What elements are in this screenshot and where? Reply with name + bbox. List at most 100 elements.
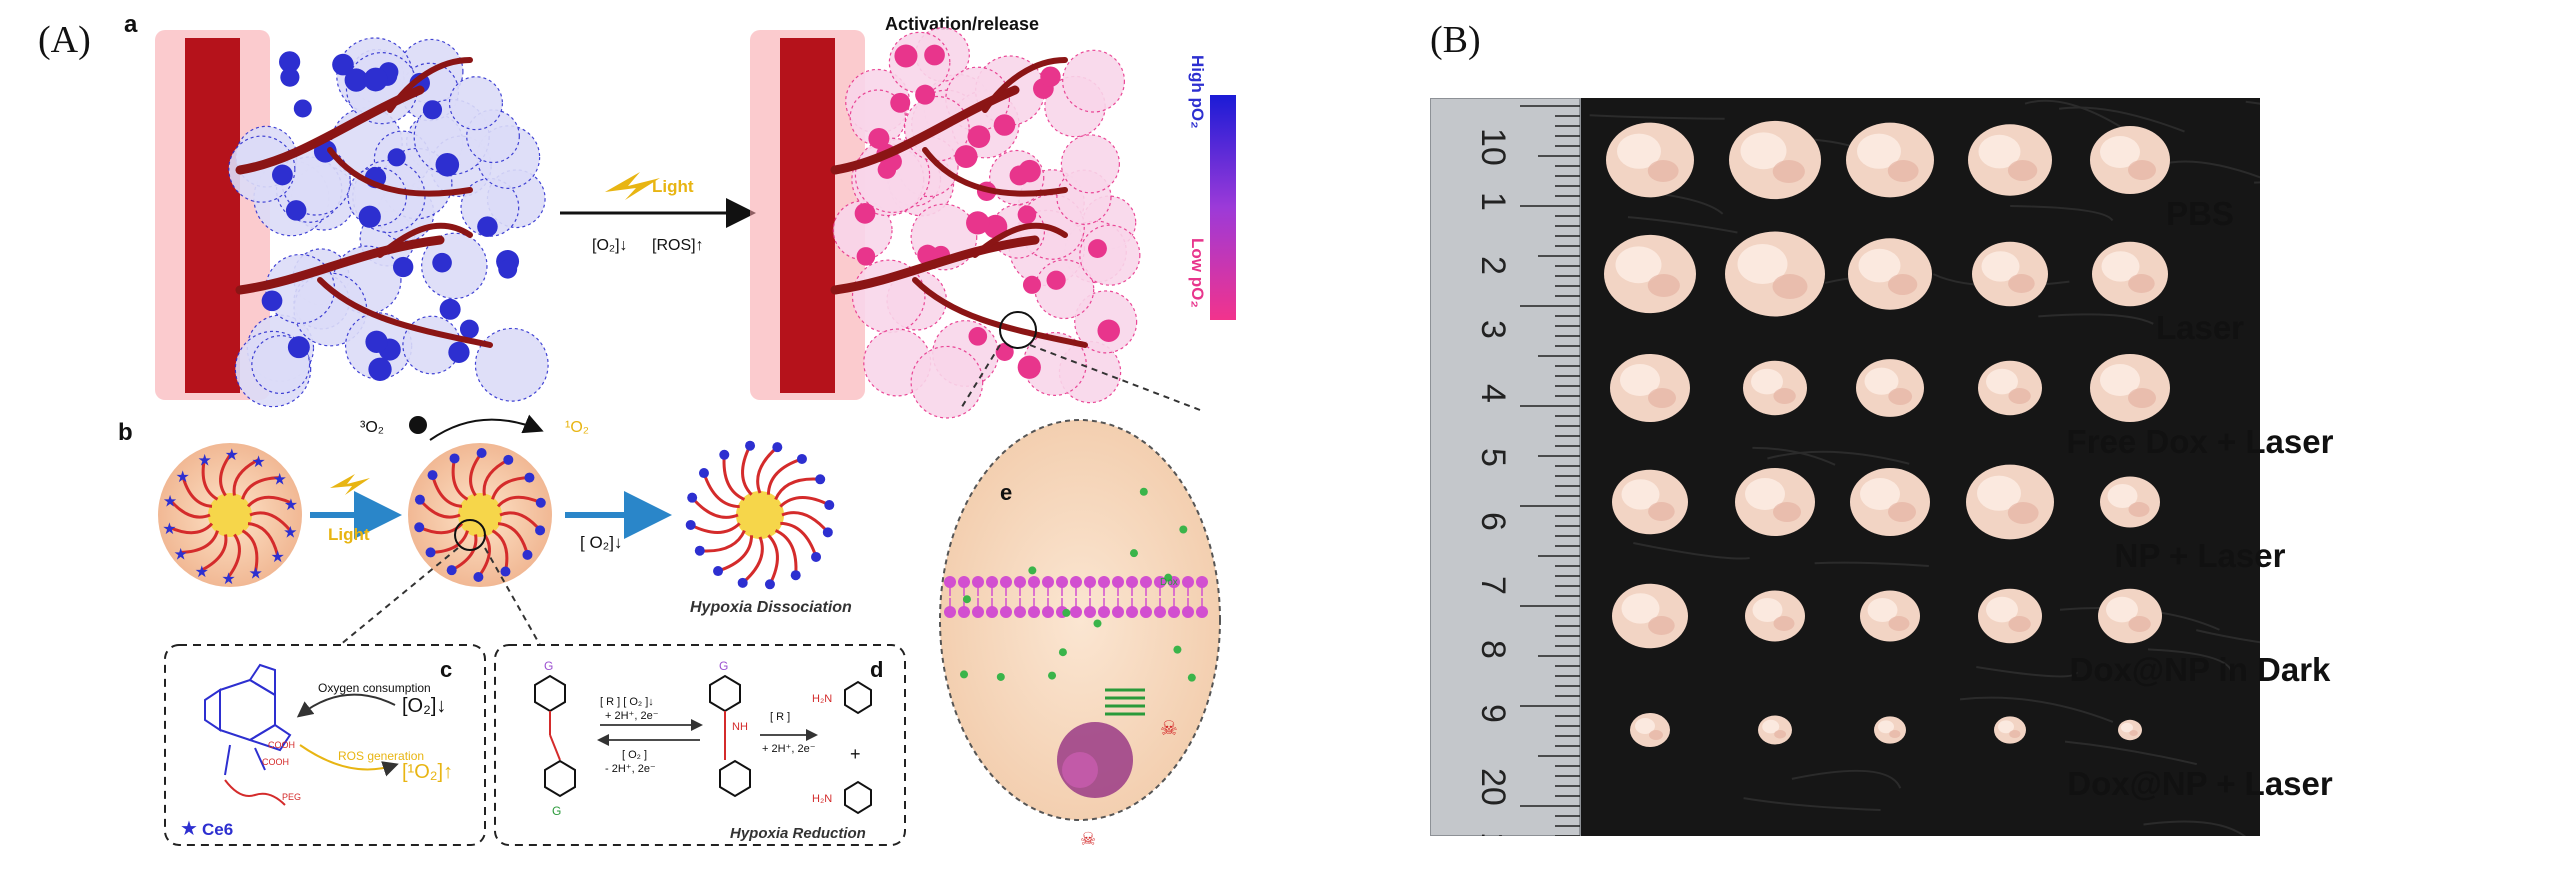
tumor-sample <box>1994 716 2026 744</box>
hydrazobenzene-icon <box>709 674 751 798</box>
group-label: Laser <box>2155 309 2245 346</box>
nucleus-dot <box>993 114 1016 136</box>
lightning-icon <box>605 172 660 200</box>
ruler-digit: 3 <box>1474 320 1512 339</box>
box-c: COOH COOH PEG ★ Ce6 Oxygen consumption R… <box>164 644 486 846</box>
nucleus-dot <box>890 92 911 113</box>
sub-label-b: b <box>118 419 133 446</box>
tumor-sample <box>1735 468 1815 536</box>
tumor-photo-canvas: 10 1 2 3 4 5 6 7 8 9 20 1 <box>1430 98 2260 836</box>
triplet-o2-label: ³O₂ <box>360 419 384 436</box>
tumor-sample <box>2100 476 2160 528</box>
tumor-sample <box>1604 234 1696 314</box>
cooh-label-2: COOH <box>262 757 289 767</box>
box-c-o2-label: [O₂]↓ <box>402 695 446 717</box>
h-top-label: + 2H⁺, 2e⁻ <box>605 710 659 722</box>
ruler-digit: 4 <box>1474 384 1512 403</box>
tumor-sample <box>2092 241 2168 307</box>
box-d: G G [ R ] [ O₂ ]↓ + 2H⁺, 2e⁻ [ O₂ ] - 2H… <box>494 644 906 846</box>
nucleus-dot <box>272 164 293 186</box>
ce6-molecule-icon <box>204 663 292 776</box>
panel-b-label: (B) <box>1430 19 1481 61</box>
o2-decrease-label: [O₂]↓ <box>592 237 628 254</box>
azobenzene-icon <box>534 674 576 798</box>
nucleus-dot <box>498 259 518 279</box>
nucleus-dot <box>856 247 876 266</box>
nucleus-dot <box>1088 239 1107 259</box>
nucleus-dot <box>363 67 388 92</box>
nucleus-dot <box>293 99 312 118</box>
hypoxia-reduction-label: Hypoxia Reduction <box>730 825 866 842</box>
tumor-sample <box>1630 713 1670 747</box>
nucleus-dot <box>358 205 381 228</box>
nucleus-dot <box>368 357 392 381</box>
star-icon: ★ <box>180 818 198 840</box>
h-bottom-label: - 2H⁺, 2e⁻ <box>605 763 656 775</box>
svg-text:★: ★ <box>272 472 286 489</box>
ce6-label: Ce6 <box>202 820 233 839</box>
nucleus-dot <box>477 216 498 237</box>
ruler-digit: 8 <box>1474 640 1512 659</box>
nucleus-dot <box>1040 66 1061 87</box>
cooh-label-1: COOH <box>268 740 295 750</box>
tumor-sample <box>1610 354 1690 422</box>
tumor-sample <box>1874 716 1906 744</box>
nanoparticle-activated <box>408 443 552 587</box>
svg-text:★: ★ <box>284 497 298 514</box>
nucleus-dot <box>280 67 300 87</box>
tumor-sample <box>2090 126 2170 194</box>
tumor-sample <box>1966 464 2054 540</box>
nucleus-dot <box>435 152 460 177</box>
group-label: PBS <box>2166 195 2234 232</box>
sub-label-d: d <box>870 657 883 682</box>
nucleus-dot <box>459 319 479 339</box>
tumor-sample <box>1978 588 2042 644</box>
panel-a-label: (A) <box>38 19 91 61</box>
ruler-digit: 9 <box>1474 704 1512 723</box>
ruler <box>1430 98 1580 836</box>
ruler-digit: 5 <box>1474 448 1512 467</box>
nucleus-dot <box>422 100 443 120</box>
svg-text:★: ★ <box>174 546 188 563</box>
nanoparticle-intact: ★ ★ ★ ★ ★ ★ ★ ★ ★ ★ ★ ★ ★ ★ <box>158 443 302 588</box>
svg-text:★: ★ <box>198 452 212 469</box>
tumor-sample <box>1612 583 1688 649</box>
triplet-oxygen-icon <box>409 416 427 434</box>
activation-release-label: Activation/release <box>885 14 1039 34</box>
group-label: NP + Laser <box>2114 537 2286 574</box>
nucleus-dot <box>1017 355 1041 379</box>
r-o2-top-label: [ R ] [ O₂ ]↓ <box>600 696 654 708</box>
dox-small-label: Dox <box>1160 577 1178 588</box>
nucleus-dot <box>279 51 301 73</box>
group-label: Dox@NP + Laser <box>2067 765 2333 802</box>
nucleus-dot <box>285 200 307 221</box>
tumor-sample <box>1725 231 1825 317</box>
tumor-sample <box>1978 360 2042 416</box>
group-label: Dox@NP in Dark <box>2069 651 2331 688</box>
h2n-label-1: H₂N <box>812 693 832 705</box>
nucleus-dot <box>344 68 368 92</box>
singlet-o2-label: ¹O₂ <box>565 419 589 436</box>
sub-label-c: c <box>440 657 452 682</box>
tumor-normoxic <box>155 30 549 408</box>
tumor-sample <box>1743 360 1807 416</box>
nucleus-dot <box>261 290 283 312</box>
nucleus-dot <box>954 145 978 168</box>
tumor-sample <box>1860 590 1920 642</box>
tumor-sample <box>2098 588 2162 644</box>
tumor-sample <box>1972 241 2048 307</box>
g-label-3: G <box>719 659 728 673</box>
nucleus-dot <box>1018 159 1041 183</box>
nucleus-dot <box>894 44 918 68</box>
box-c-singlet-label: [¹O₂]↑ <box>402 761 453 783</box>
ruler-digit: 10 <box>1474 128 1512 166</box>
tumor-sample <box>2118 719 2142 741</box>
g-label-2: G <box>552 804 561 818</box>
nucleus-dot <box>1022 275 1042 294</box>
svg-text:★: ★ <box>251 454 265 471</box>
nucleus-dot <box>432 252 452 273</box>
svg-text:★: ★ <box>221 571 235 588</box>
tumor-hypoxic <box>750 27 1141 419</box>
hypoxia-dissociation-label: Hypoxia Dissociation <box>690 599 852 616</box>
nucleus-dot <box>915 84 936 105</box>
